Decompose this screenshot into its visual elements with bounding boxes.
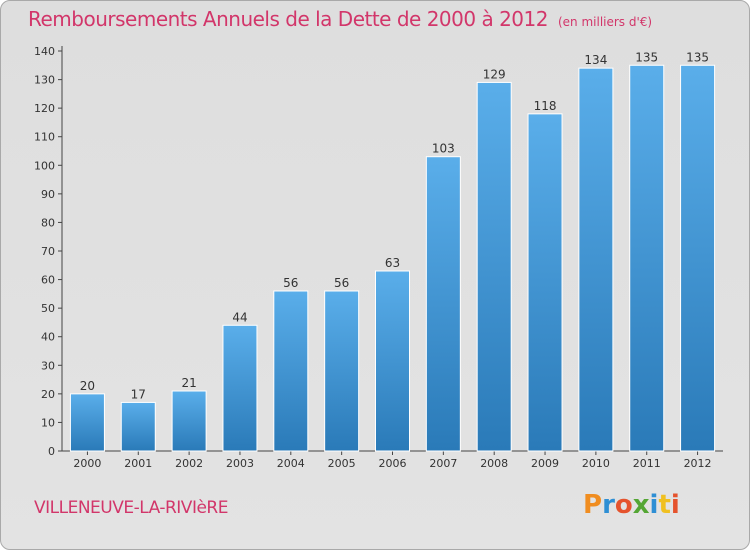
- logo-letter: i: [649, 490, 659, 520]
- logo-letter: t: [658, 490, 671, 520]
- y-tick-label: 110: [34, 131, 55, 144]
- bar: [629, 64, 665, 452]
- y-tick-label: 120: [34, 102, 55, 115]
- y-tick-label: 140: [34, 45, 55, 58]
- y-tick-label: 0: [48, 445, 55, 458]
- x-tick-label: 2006: [379, 457, 407, 470]
- bar-value-label: 134: [584, 53, 607, 67]
- y-tick-label: 70: [41, 245, 55, 258]
- y-tick-label: 30: [41, 359, 55, 372]
- proxiti-logo: Proxiti: [583, 490, 680, 520]
- bar: [578, 67, 614, 452]
- y-tick-label: 50: [41, 302, 55, 315]
- bar: [476, 81, 512, 452]
- commune-name: VILLENEUVE-LA-RIVIèRE: [34, 498, 228, 518]
- logo-letter: i: [670, 490, 680, 520]
- bar: [680, 64, 716, 452]
- x-tick-label: 2001: [124, 457, 152, 470]
- x-tick-label: 2000: [73, 457, 101, 470]
- x-tick-label: 2010: [582, 457, 610, 470]
- x-tick-label: 2005: [328, 457, 356, 470]
- bar-value-label: 20: [80, 379, 95, 393]
- bar: [375, 270, 410, 452]
- bar-value-label: 56: [283, 276, 298, 290]
- bar: [120, 401, 156, 452]
- bar-value-label: 56: [334, 276, 349, 290]
- y-tick-label: 130: [34, 74, 55, 87]
- x-tick-label: 2012: [684, 457, 712, 470]
- bar: [527, 113, 563, 452]
- bar-value-label: 44: [232, 310, 247, 324]
- bar-value-label: 135: [635, 50, 658, 64]
- chart-bars: [69, 64, 716, 452]
- bar-value-label: 17: [131, 387, 146, 401]
- logo-letter: r: [602, 490, 615, 520]
- y-tick-label: 10: [41, 416, 55, 429]
- chart-unit: (en milliers d'€): [557, 15, 653, 29]
- x-tick-label: 2003: [226, 457, 254, 470]
- y-tick-label: 20: [41, 388, 55, 401]
- y-tick-label: 60: [41, 274, 55, 287]
- bar-value-label: 129: [483, 67, 506, 81]
- bar-value-label: 63: [385, 256, 400, 270]
- y-tick-label: 100: [34, 159, 55, 172]
- logo-letter: x: [632, 490, 650, 520]
- bar-value-label: 135: [686, 50, 709, 64]
- chart-title-text: Remboursements Annuels de la Dette de 20…: [28, 7, 548, 31]
- bar: [222, 324, 258, 452]
- logo-letter: P: [583, 490, 603, 520]
- bar: [273, 290, 309, 452]
- x-tick-label: 2011: [633, 457, 661, 470]
- bar-value-label: 21: [181, 376, 196, 390]
- x-tick-label: 2002: [175, 457, 203, 470]
- bar-value-label: 103: [432, 142, 455, 156]
- bar: [425, 156, 461, 452]
- y-tick-label: 40: [41, 331, 55, 344]
- bar: [324, 290, 360, 452]
- x-tick-label: 2009: [531, 457, 559, 470]
- bar: [171, 390, 207, 452]
- chart-axes: 0 10 20 30 40 50 60 70 80 90 100 110 120 130 140 2000 20…: [34, 45, 723, 470]
- x-tick-label: 2007: [429, 457, 457, 470]
- y-tick-label: 90: [41, 188, 55, 201]
- chart-title: Remboursements Annuels de la Dette de 20…: [28, 7, 652, 31]
- x-tick-label: 2008: [480, 457, 508, 470]
- x-tick-label: 2004: [277, 457, 305, 470]
- bar: [69, 393, 105, 452]
- chart-labels: 20 17 21 44 56 56 63 103 129 118 134 135 135: [80, 50, 709, 401]
- logo-letter: o: [614, 490, 633, 520]
- y-tick-label: 80: [41, 216, 55, 229]
- bar-value-label: 118: [534, 99, 557, 113]
